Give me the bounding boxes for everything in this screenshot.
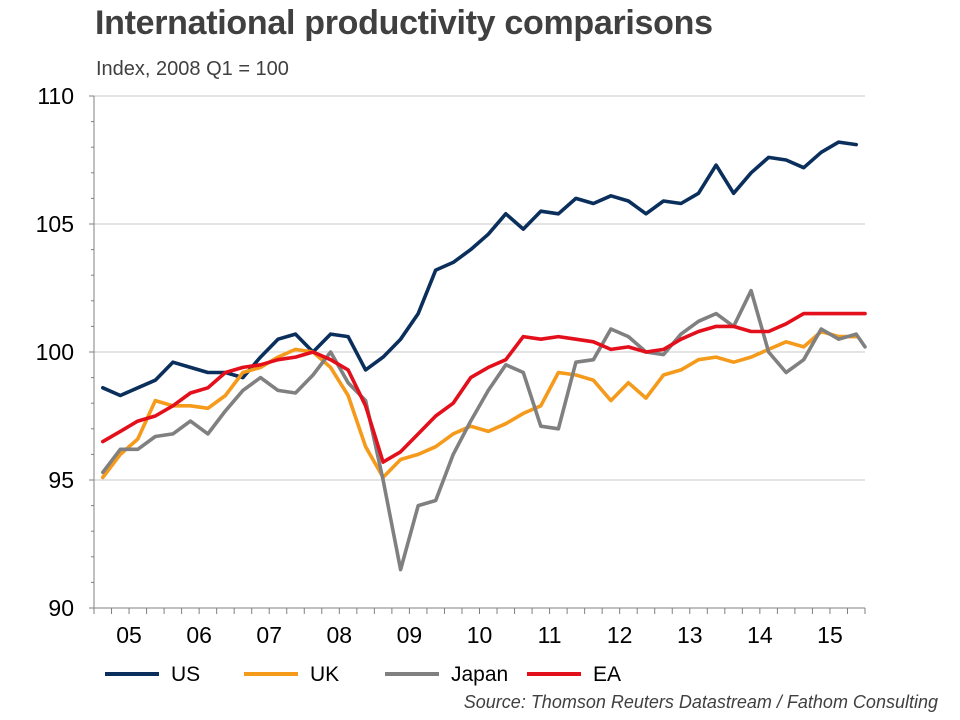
x-tick-label: 14 (747, 622, 773, 648)
y-tick-label: 95 (48, 467, 74, 493)
legend-item-uk: UK (244, 663, 339, 686)
legend-item-ea: EA (527, 663, 621, 686)
y-tick-label: 105 (36, 211, 74, 237)
series-line-us (101, 140, 859, 398)
legend-item-us: US (105, 663, 200, 686)
x-tick-label: 09 (397, 622, 423, 648)
y-tick-label: 90 (48, 595, 74, 621)
chart-title: International productivity comparisons (95, 4, 713, 42)
legend-label: EA (593, 663, 621, 686)
chart-source: Source: Thomson Reuters Datastream / Fat… (463, 692, 938, 712)
legend-item-japan: Japan (385, 663, 508, 686)
y-tick-label: 100 (36, 339, 74, 365)
x-tick-label: 12 (607, 622, 633, 648)
x-tick-label: 08 (327, 622, 353, 648)
series-line-japan (101, 288, 867, 572)
legend-label: Japan (451, 663, 508, 686)
chart-subtitle: Index, 2008 Q1 = 100 (96, 58, 289, 80)
y-tick-label: 110 (37, 83, 74, 109)
legend-label: US (171, 663, 200, 686)
legend-label: UK (310, 663, 339, 686)
series-line-uk (101, 329, 859, 480)
axes: 90 95 100 105 110 05 06 07 08 09 10 11 12 13 14 15 (36, 83, 866, 648)
x-tick-label: 06 (186, 622, 212, 648)
series-lines (101, 140, 867, 572)
x-tick-label: 05 (116, 622, 142, 648)
series-line-ea (101, 311, 867, 464)
x-tick-label: 11 (538, 622, 562, 648)
x-tick-label: 07 (256, 622, 282, 648)
x-tick-label: 10 (467, 622, 493, 648)
x-tick-label: 15 (817, 622, 843, 648)
legend: US UK Japan EA (105, 663, 621, 686)
x-tick-label: 13 (677, 622, 703, 648)
